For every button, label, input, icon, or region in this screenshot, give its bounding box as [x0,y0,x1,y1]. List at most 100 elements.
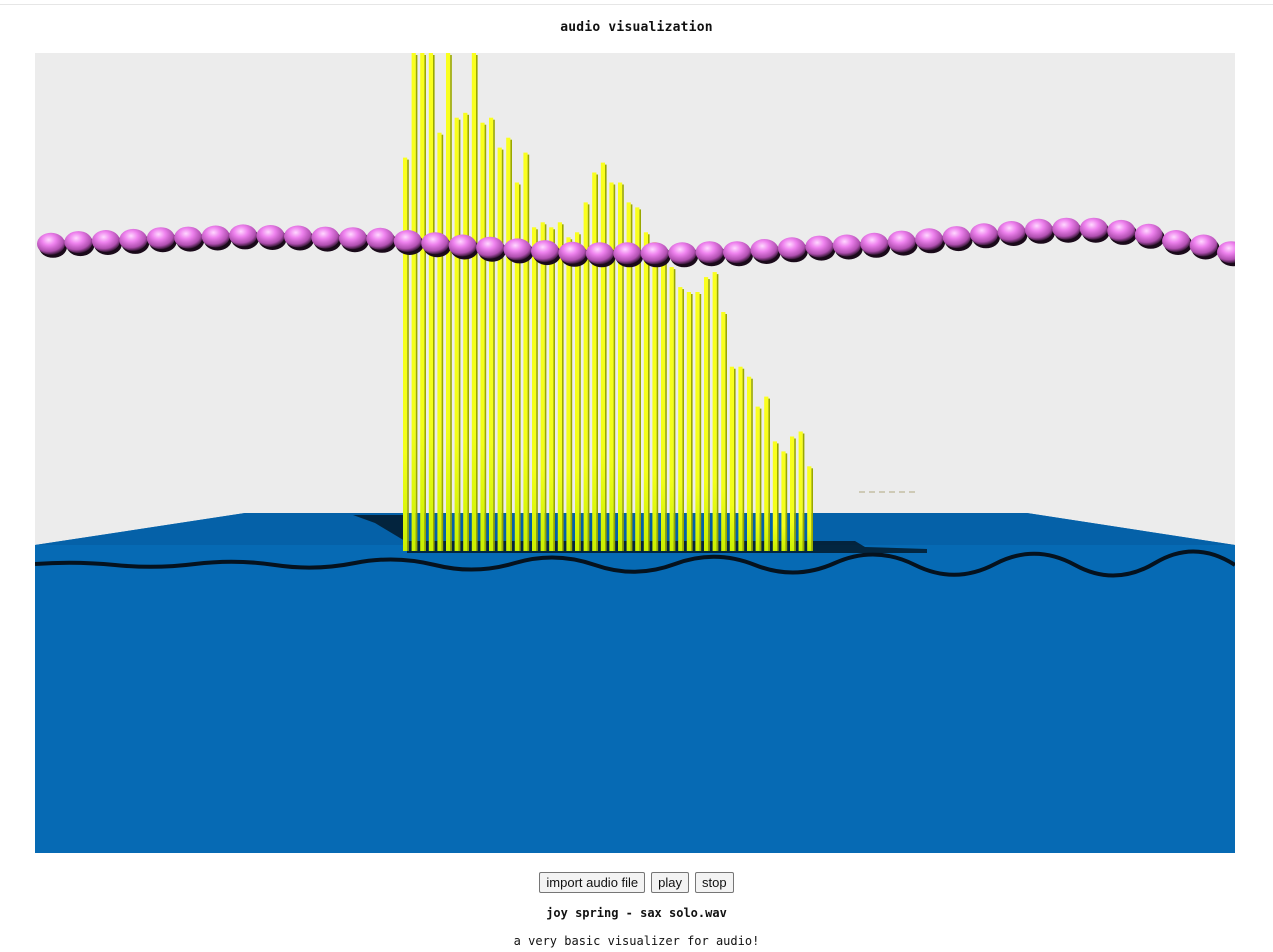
frequency-bar-side [562,224,564,552]
frequency-bar [437,132,442,551]
waveform-sphere [229,224,258,247]
frequency-bar-side [510,139,512,551]
frequency-bar-side [587,204,590,551]
waveform-sphere [366,227,395,250]
waveform-sphere [201,225,230,248]
frequency-bar-side [596,174,598,551]
waveform-sphere [1189,234,1218,257]
waveform-sphere [1052,217,1081,240]
frequency-bars [403,53,813,552]
frequency-bar [497,147,502,551]
waveform-sphere [476,236,505,259]
frequency-bar-side [725,314,727,551]
frequency-bar [480,122,485,551]
waveform-sphere [393,230,422,252]
frequency-bar [403,157,408,551]
frequency-bar-side [415,55,418,551]
frequency-bar-side [484,124,487,551]
frequency-bar [764,396,769,551]
frequency-bar [643,232,648,552]
play-button[interactable]: play [651,872,690,893]
frequency-bar-side [794,438,796,551]
waveform-sphere [1162,230,1191,252]
waveform-sphere [695,241,724,264]
frequency-bar-side [613,184,616,551]
page-caption: a very basic visualizer for audio! [513,934,760,948]
frequency-bar [557,222,562,552]
frequency-bar [463,112,468,552]
waveform-sphere [970,223,998,246]
frequency-bar [678,287,683,551]
waveform-sphere [448,234,477,257]
frequency-bar-side [802,433,805,551]
frequency-bar-side [734,368,736,551]
frequency-bar [420,53,425,551]
frequency-bar [411,53,416,551]
frequency-bar [523,152,528,551]
frequency-bar [807,466,812,551]
frequency-bar-side [665,259,667,551]
frequency-bar-side [768,398,770,551]
frequency-bar [704,277,709,551]
waveform-sphere [860,232,889,255]
frequency-bar-side [648,234,650,552]
frequency-bar-side [691,294,693,551]
waveform-sphere [311,226,340,249]
waveform-sphere [997,221,1026,243]
frequency-bar [772,441,777,551]
waveform-sphere [256,225,285,247]
frequency-bar [626,202,631,551]
waveform-sphere [1217,241,1235,264]
frequency-bar [471,53,476,551]
frequency-bar [695,292,700,551]
frequency-bar [755,406,760,551]
frequency-bar [669,267,674,551]
frequency-bar-side [742,368,745,551]
frequency-bar-side [536,229,538,552]
frequency-bar [575,232,580,552]
waveform-sphere [1134,223,1163,246]
waveform-sphere [915,228,944,251]
frequency-bar-side [716,274,719,551]
frequency-bar-side [570,239,573,552]
frequency-bar-side [639,209,641,551]
frequency-bar [446,53,451,551]
waveform-sphere [338,227,367,250]
floor-far-band [35,513,1235,545]
stop-button[interactable]: stop [695,872,734,893]
frequency-bar-side [467,114,469,552]
frequency-bar [489,117,494,551]
waveform-sphere [503,238,532,261]
frequency-bar-side [699,294,702,551]
frequency-bar-side [433,55,435,551]
waveform-sphere [777,237,806,260]
waveform-sphere [640,242,669,265]
frequency-bar-side [751,378,753,551]
frequency-bar-side [424,55,426,551]
frequency-bar [618,182,623,551]
frequency-bar [721,312,726,551]
frequency-bar-side [622,184,624,551]
waveform-sphere [146,227,175,250]
waveform-sphere [91,230,120,252]
waveform-sphere [1107,219,1136,242]
waveform-sphere [421,232,450,255]
waveform-sphere [119,228,148,251]
visualizer-canvas[interactable] [35,53,1235,853]
frequency-bar-side [673,269,676,551]
frequency-bar [729,366,734,551]
frequency-bar [609,182,614,551]
waveform-sphere [887,230,916,253]
frequency-bar [532,227,537,552]
waveform-sphere [668,242,697,265]
frequency-bar [747,376,752,551]
waveform-sphere [37,232,65,255]
frequency-bar-side [630,204,633,551]
frequency-bar [540,222,545,552]
frequency-bar-side [759,408,762,551]
frequency-bar-side [777,443,779,551]
frequency-bar-side [656,244,659,551]
import-audio-button[interactable]: import audio file [539,872,646,893]
frequency-bar [600,162,605,551]
frequency-bar [635,207,640,551]
